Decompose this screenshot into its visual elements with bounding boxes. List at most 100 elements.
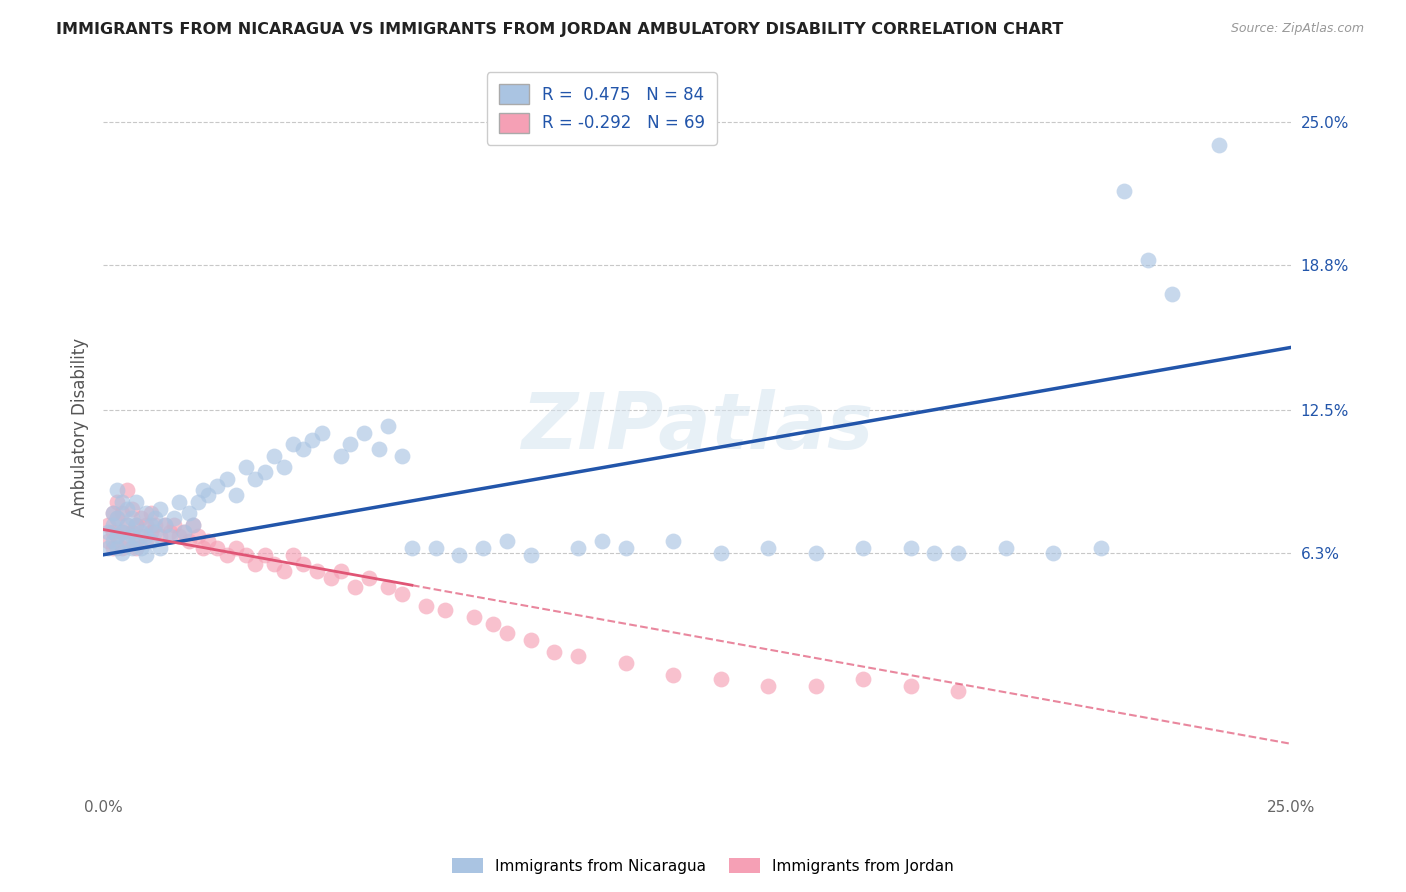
Point — [543, 644, 565, 658]
Point — [472, 541, 495, 555]
Point — [105, 495, 128, 509]
Point — [153, 517, 176, 532]
Point — [1137, 252, 1160, 267]
Point — [367, 442, 389, 456]
Point — [159, 524, 181, 539]
Point — [463, 610, 485, 624]
Point — [159, 529, 181, 543]
Point — [125, 534, 148, 549]
Point — [105, 511, 128, 525]
Point — [205, 479, 228, 493]
Y-axis label: Ambulatory Disability: Ambulatory Disability — [72, 337, 89, 516]
Point — [852, 672, 875, 686]
Point — [434, 603, 457, 617]
Point — [135, 507, 157, 521]
Point — [243, 557, 266, 571]
Point — [948, 683, 970, 698]
Point — [311, 425, 333, 440]
Point — [614, 656, 637, 670]
Point — [401, 541, 423, 555]
Point — [101, 524, 124, 539]
Point — [496, 626, 519, 640]
Point — [197, 488, 219, 502]
Point — [377, 580, 399, 594]
Point — [163, 511, 186, 525]
Point — [135, 529, 157, 543]
Point — [105, 511, 128, 525]
Point — [948, 545, 970, 559]
Point — [591, 534, 613, 549]
Point — [273, 460, 295, 475]
Point — [149, 541, 172, 555]
Point — [129, 541, 152, 555]
Point — [205, 541, 228, 555]
Point — [519, 548, 541, 562]
Point — [253, 548, 276, 562]
Point — [145, 517, 167, 532]
Point — [1161, 287, 1184, 301]
Point — [496, 534, 519, 549]
Point — [253, 465, 276, 479]
Point — [121, 511, 143, 525]
Point — [321, 571, 343, 585]
Point — [1042, 545, 1064, 559]
Point — [101, 507, 124, 521]
Point — [343, 580, 366, 594]
Point — [111, 524, 134, 539]
Point — [105, 529, 128, 543]
Point — [281, 548, 304, 562]
Point — [101, 517, 124, 532]
Point — [900, 541, 922, 555]
Point — [329, 449, 352, 463]
Point — [111, 507, 134, 521]
Point — [105, 483, 128, 498]
Point — [281, 437, 304, 451]
Point — [115, 534, 138, 549]
Point — [263, 449, 285, 463]
Point — [139, 517, 162, 532]
Point — [97, 524, 120, 539]
Point — [167, 529, 190, 543]
Point — [115, 517, 138, 532]
Point — [756, 541, 779, 555]
Legend: Immigrants from Nicaragua, Immigrants from Jordan: Immigrants from Nicaragua, Immigrants fr… — [446, 852, 960, 880]
Point — [111, 524, 134, 539]
Point — [415, 599, 437, 613]
Point — [994, 541, 1017, 555]
Point — [173, 524, 195, 539]
Point — [97, 541, 120, 555]
Point — [129, 524, 152, 539]
Point — [139, 507, 162, 521]
Point — [662, 667, 685, 681]
Point — [191, 483, 214, 498]
Point — [900, 679, 922, 693]
Point — [145, 511, 167, 525]
Point — [173, 524, 195, 539]
Point — [121, 524, 143, 539]
Point — [177, 507, 200, 521]
Point — [924, 545, 946, 559]
Point — [125, 495, 148, 509]
Point — [145, 524, 167, 539]
Point — [339, 437, 361, 451]
Point — [353, 425, 375, 440]
Point — [101, 534, 124, 549]
Point — [139, 524, 162, 539]
Point — [235, 460, 257, 475]
Point — [359, 571, 381, 585]
Point — [329, 564, 352, 578]
Point — [111, 541, 134, 555]
Point — [305, 564, 328, 578]
Point — [135, 548, 157, 562]
Point — [225, 488, 247, 502]
Point — [125, 517, 148, 532]
Text: ZIPatlas: ZIPatlas — [520, 389, 873, 465]
Point — [129, 511, 152, 525]
Point — [301, 433, 323, 447]
Point — [567, 649, 589, 664]
Point — [187, 495, 209, 509]
Point — [105, 541, 128, 555]
Point — [115, 534, 138, 549]
Point — [121, 501, 143, 516]
Point — [125, 541, 148, 555]
